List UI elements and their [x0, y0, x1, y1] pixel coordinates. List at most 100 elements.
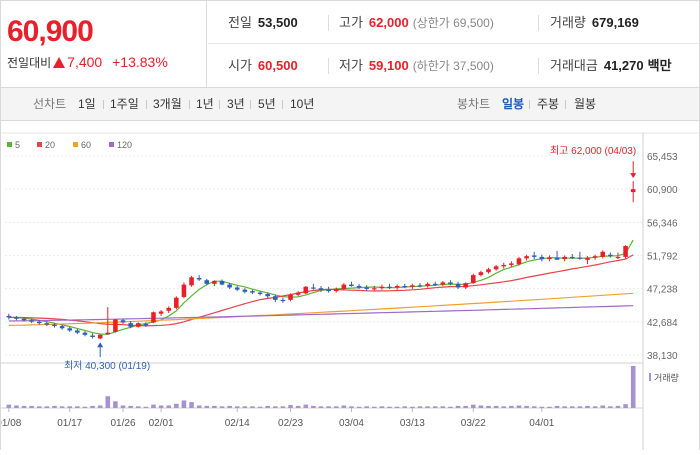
info-grid: 전일 53,500 고가 62,000 (상한가 69,500) 거래량 679,169… [208, 1, 700, 87]
candle-body [356, 286, 362, 288]
range-1day[interactable]: 1일 [78, 97, 96, 111]
volume-bar [181, 400, 187, 408]
amount-value: 41,270 [603, 58, 644, 73]
candle-body [364, 287, 369, 289]
candle-body [29, 320, 34, 322]
range-1week[interactable]: 1주일 [110, 97, 139, 111]
candle-body [280, 299, 286, 302]
volume-cell: 거래량 679,169 [550, 1, 639, 44]
legend-swatch-120 [109, 142, 114, 147]
volume-bar [592, 406, 598, 408]
divider [538, 58, 539, 74]
range-10year[interactable]: 10년 [290, 97, 315, 111]
candle-body [128, 323, 133, 327]
stock-chart: 5 20 60 120 65,453 60,900 56,346 51,792 47,238 4… [0, 121, 700, 450]
annotation-high-arrowhead [630, 173, 637, 179]
range-1year[interactable]: 1년 [196, 97, 214, 111]
x-tick-label: 03/13 [400, 418, 425, 429]
up-triangle-icon [53, 57, 66, 68]
candle-weekly[interactable]: 주봉 [537, 97, 560, 111]
candle-chart-label: 봉차트 [457, 97, 491, 111]
range-3month[interactable]: 3개월 [153, 97, 182, 111]
candle-daily[interactable]: 일봉 [502, 97, 525, 111]
candle-body [524, 256, 529, 259]
candle-body [417, 285, 423, 287]
high-cell: 고가 62,000 (상한가 69,500) [339, 1, 494, 44]
volume-bar [326, 406, 331, 408]
candle-body [212, 280, 217, 284]
volume-bar [204, 405, 210, 408]
volume-bar [227, 405, 232, 408]
volume-bar [471, 404, 476, 408]
range-3year[interactable]: 3년 [227, 97, 245, 111]
divider [282, 100, 283, 109]
x-tick-label: 04/01 [529, 418, 554, 429]
volume-bar [585, 405, 590, 408]
volume-bar [516, 405, 522, 408]
candle-body [59, 326, 65, 329]
volume-bar [311, 405, 316, 408]
volume-bar [189, 402, 194, 408]
volume-bar [36, 406, 42, 408]
x-tick-label: 02/14 [225, 418, 250, 429]
candle-body [135, 323, 141, 327]
volume-bar [212, 405, 217, 408]
candle-body [432, 283, 438, 286]
candle-body [75, 330, 80, 333]
volume-bar [257, 406, 263, 408]
candle-body [288, 294, 293, 300]
y-tick-label: 42,684 [647, 318, 678, 329]
y-tick-label: 60,900 [647, 185, 678, 196]
candle-body [592, 256, 598, 258]
ma-line-120 [8, 305, 634, 322]
volume-bar [501, 406, 507, 408]
volume-bar [219, 406, 225, 408]
volume-bar [562, 406, 567, 408]
volume-bar [394, 406, 400, 408]
volume-bar [52, 405, 57, 408]
volume-bar [554, 405, 560, 408]
x-tick-label: 01/26 [111, 418, 136, 429]
change-rate: +13.83% [112, 54, 168, 70]
x-tick-label: 03/04 [339, 418, 364, 429]
volume-bar [547, 406, 552, 408]
candle-body [569, 256, 575, 259]
change-value: 7,400 [67, 54, 103, 70]
volume-bar [143, 406, 149, 408]
x-tick-label: 03/22 [461, 418, 486, 429]
candle-body [295, 292, 301, 295]
annotations: 최고 62,000 (04/03) 최저 40,300 (01/19) [64, 145, 637, 372]
candle-body [326, 289, 331, 292]
candle-body [341, 284, 347, 289]
range-5year[interactable]: 5년 [258, 97, 276, 111]
volume-bar [97, 405, 103, 408]
candle-body [303, 286, 309, 294]
volume-bar [318, 406, 324, 408]
volume-bar [250, 406, 255, 408]
legend-label-60: 60 [81, 140, 91, 150]
volume-bar [234, 406, 240, 408]
volume-bar [372, 406, 377, 408]
current-price: 60,900 [7, 15, 94, 48]
volume-bar [417, 406, 423, 408]
candle-body [471, 275, 476, 284]
legend-label-120: 120 [117, 140, 132, 150]
open-label: 시가 [228, 58, 252, 73]
divider [565, 100, 566, 109]
volume-bar [151, 404, 156, 408]
candle-body [440, 282, 446, 285]
candle-body [311, 287, 316, 289]
candle-body [82, 332, 88, 335]
volume-bar [608, 406, 613, 408]
low-cell: 저가 59,100 (하한가 37,500) [339, 44, 494, 87]
x-tick-label: 02/01 [149, 418, 174, 429]
price-box: 60,900 전일대비 7,400 +13.83% [1, 1, 207, 87]
candle-monthly[interactable]: 월봉 [574, 97, 597, 111]
y-axis-ticks: 65,453 60,900 56,346 51,792 47,238 42,684 38,1… [647, 152, 678, 362]
volume-bar [82, 406, 88, 408]
volume-bar [273, 406, 278, 408]
volume-bar [295, 405, 301, 408]
volume-bar [425, 406, 430, 408]
volume-bar [356, 406, 362, 408]
change-row: 전일대비 7,400 +13.83% [7, 54, 168, 71]
